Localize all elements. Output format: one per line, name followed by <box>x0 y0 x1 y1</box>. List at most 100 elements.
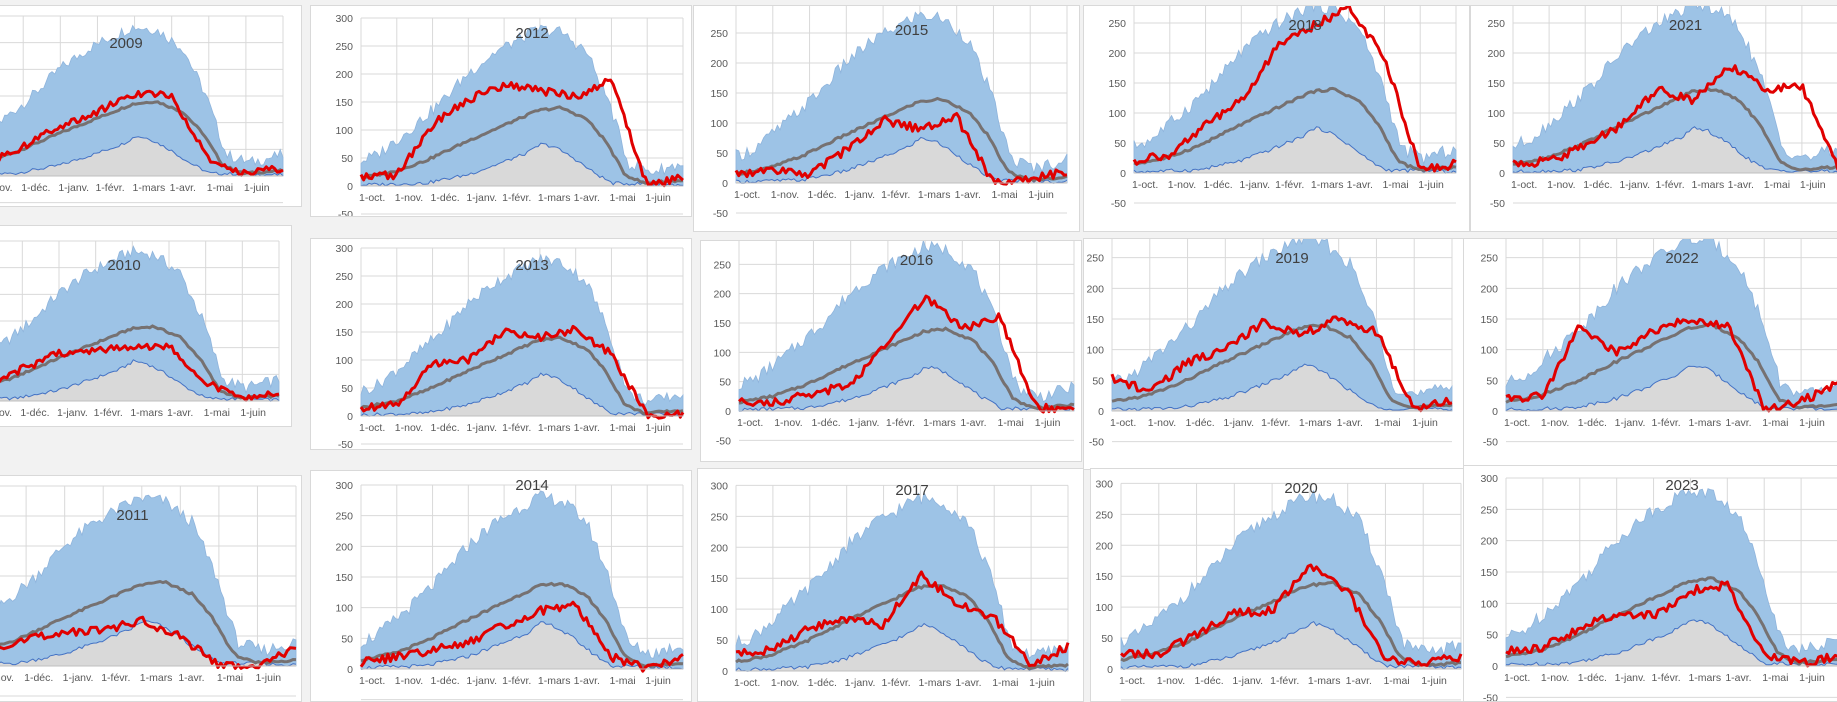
y-tick-label: 0 <box>347 411 353 423</box>
chart-svg: 250 200 150 100 50 0 -50 1-oct. 1-nov. 1-déc. 1-ja… <box>713 241 1075 447</box>
min-line <box>1505 619 1837 667</box>
x-tick-label: 1-avr. <box>1337 417 1363 429</box>
year-line <box>1505 317 1837 413</box>
x-tick-label: 1-nov. <box>1541 672 1569 684</box>
x-tick-label: 1-avr. <box>170 182 196 194</box>
min-range-area <box>739 366 1074 412</box>
x-tick-label: 1-janv. <box>466 675 497 687</box>
x-tick-label: 1-oct. <box>734 677 760 689</box>
x-tick-label: 1-oct. <box>734 189 760 201</box>
y-tick-label: 50 <box>716 635 728 647</box>
y-tick-label: 250 <box>335 41 353 53</box>
year-line <box>359 77 684 188</box>
x-tick-label: 1-déc. <box>1186 417 1215 429</box>
min-line <box>1120 620 1462 671</box>
chart-svg: 300 250 200 150 100 50 0 1-oct. 1-nov. 1-déc. 1-ja… <box>335 477 684 701</box>
y-tick-label: 50 <box>1114 138 1126 150</box>
x-tick-label: 1-janv. <box>1615 417 1646 429</box>
chart-panel-2018: 250 200 150 100 50 0 -50 1-oct. 1-nov. 1-déc. 1-ja… <box>1083 5 1470 232</box>
y-tick-label: 100 <box>710 604 728 616</box>
chart-title: 2021 <box>1669 17 1702 34</box>
year-line <box>1512 64 1837 171</box>
x-tick-label: 1-janv. <box>63 672 94 684</box>
max-range-area <box>0 494 297 667</box>
y-tick-label: 300 <box>335 480 353 492</box>
y-tick-label: 250 <box>1108 18 1126 30</box>
min-line <box>1133 126 1457 174</box>
min-line <box>738 365 1075 412</box>
year-line <box>737 294 1075 414</box>
chart-svg: 250 200 150 100 50 0 -50 1-oct. 1-nov. 1-déc. 1-ja… <box>1086 239 1453 449</box>
chart-title: 2014 <box>515 477 548 494</box>
y-tick-label: 200 <box>335 299 353 311</box>
median-line <box>1133 86 1457 173</box>
y-tick-label: 100 <box>1108 108 1126 120</box>
x-tick-label: 1-nov. <box>1541 417 1569 429</box>
max-range-area <box>1120 489 1462 670</box>
median-line <box>735 583 1069 671</box>
chart-svg: 250 200 150 100 50 0 -50 1-oct. 1-nov. 1-déc. 1-ja… <box>1480 239 1837 449</box>
y-tick-label: 200 <box>335 69 353 81</box>
max-range-area <box>360 24 684 187</box>
y-tick-label: 100 <box>1086 345 1104 357</box>
y-tick-label: 50 <box>341 633 353 645</box>
min-range-area <box>1121 621 1461 670</box>
year-line <box>735 570 1070 668</box>
y-tick-label: 300 <box>335 243 353 255</box>
x-tick-label: 1-févr. <box>1261 417 1290 429</box>
x-tick-label: 1-mars <box>538 675 571 687</box>
y-tick-label: 100 <box>1480 345 1498 357</box>
y-tick-label: 150 <box>1480 567 1498 579</box>
x-tick-label: 1-mai <box>1762 417 1788 429</box>
x-tick-label: 1-déc. <box>1204 179 1233 191</box>
x-tick-label: 1-juin <box>1035 417 1061 429</box>
x-tick-label: 1-mars <box>923 417 956 429</box>
chart-title: 2013 <box>515 257 548 274</box>
y-tick-label: 100 <box>1487 108 1505 120</box>
median-line <box>360 335 684 416</box>
y-tick-label: 200 <box>1480 536 1498 548</box>
x-tick-label: 1-nov. <box>395 675 423 687</box>
y-tick-label: 50 <box>1101 633 1113 645</box>
y-tick-label: 50 <box>341 383 353 395</box>
x-tick-label: 1-févr. <box>1652 417 1681 429</box>
x-tick-label: 1-mars <box>140 672 173 684</box>
median-line <box>1505 322 1837 410</box>
x-tick-label: 1-mars <box>1299 417 1332 429</box>
x-tick-label: 1-févr. <box>881 189 910 201</box>
x-tick-label: 1-juin <box>240 407 266 419</box>
chart-title: 2012 <box>515 25 548 42</box>
x-tick-label: 1-oct. <box>1504 417 1530 429</box>
x-tick-label: 1-mars <box>1311 179 1344 191</box>
x-tick-label: 1-janv. <box>466 192 497 204</box>
year-line <box>1110 315 1453 413</box>
x-tick-label: 1-janv. <box>58 182 89 194</box>
x-tick-label: 1-janv. <box>845 677 876 689</box>
x-tick-label: 1-nov. <box>774 417 802 429</box>
y-tick-label: 0 <box>1492 661 1498 673</box>
x-tick-label: 1-mars <box>538 422 571 434</box>
x-tick-label: 1-mars <box>918 189 951 201</box>
y-tick-label: 0 <box>1107 664 1113 676</box>
y-tick-label: -50 <box>716 435 731 447</box>
x-tick-label: 1-oct. <box>1511 179 1537 191</box>
y-tick-label: 50 <box>716 148 728 160</box>
chart-svg: 1-oct.1-nov.1-déc.1-janv.1-févr.1-mars1-… <box>0 15 284 204</box>
x-tick-label: 1-févr. <box>882 677 911 689</box>
chart-title: 2018 <box>1288 17 1321 34</box>
y-tick-label: 250 <box>1086 253 1104 265</box>
chart-panel-2022: 250 200 150 100 50 0 -50 1-oct. 1-nov. 1-déc. 1-ja… <box>1463 238 1837 470</box>
min-line <box>735 136 1068 184</box>
chart-title: 2019 <box>1275 250 1308 267</box>
y-tick-label: 150 <box>335 572 353 584</box>
min-line <box>1512 126 1837 174</box>
y-tick-label: 200 <box>710 542 728 554</box>
chart-panel-2015: 250 200 150 100 50 0 -50 1-oct. 1-nov. 1-déc. 1-ja… <box>693 5 1080 232</box>
chart-panel-2010: 1-oct.1-nov.1-déc.1-janv.1-févr.1-mars1-… <box>0 225 292 427</box>
x-tick-label: 1-juin <box>1421 675 1447 687</box>
median-line <box>0 579 297 665</box>
x-tick-label: 1-juin <box>1418 179 1444 191</box>
x-tick-label: 1-mars <box>918 677 951 689</box>
x-tick-label: 1-mai <box>1374 417 1400 429</box>
x-tick-label: 1-avr. <box>960 417 986 429</box>
